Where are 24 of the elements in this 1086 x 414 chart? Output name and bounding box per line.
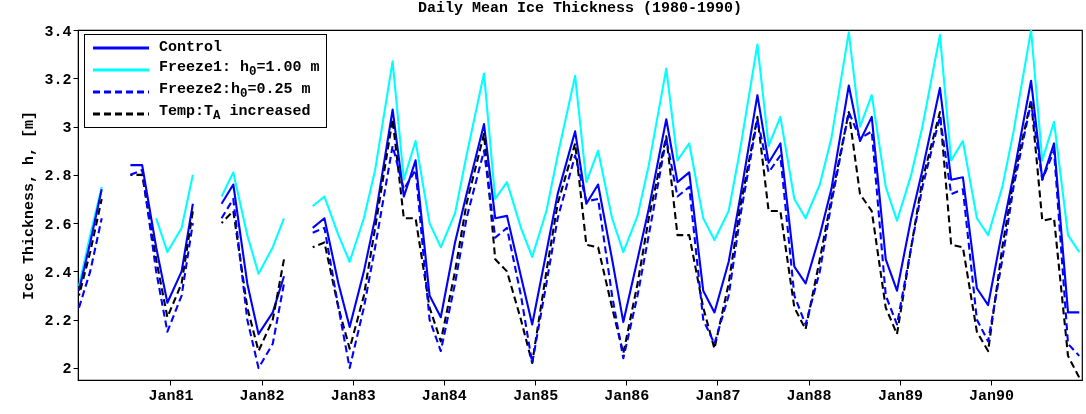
y-tick-label: 3.2 xyxy=(44,71,72,89)
x-tick-label: Jan87 xyxy=(695,387,741,405)
y-tick-label: 2.8 xyxy=(44,168,72,186)
x-tick-label: Jan86 xyxy=(604,387,650,405)
x-tick-label: Jan89 xyxy=(877,387,923,405)
y-tick-label: 3 xyxy=(62,120,72,138)
x-tick-label: Jan90 xyxy=(969,387,1015,405)
x-tick-label: Jan88 xyxy=(786,387,832,405)
legend-label: Temp:T$_{A}$ increased xyxy=(159,102,311,125)
legend-label: Freeze1: h$_{0}$=1.00 m xyxy=(159,58,320,81)
x-tick-label: Jan83 xyxy=(330,387,376,405)
y-tick-label: 2.6 xyxy=(44,216,72,234)
y-tick-label: 2 xyxy=(62,361,72,379)
legend-label: Freeze2:h$_{0}$=0.25 m xyxy=(159,80,311,103)
y-tick-label: 2.2 xyxy=(44,313,72,331)
x-tick-label: Jan82 xyxy=(239,387,285,405)
y-tick-label: 3.4 xyxy=(44,23,72,41)
chart-title: Daily Mean Ice Thickness (1980-1990) xyxy=(417,0,743,17)
legend-label: Control xyxy=(159,38,223,58)
y-tick-label: 2.4 xyxy=(44,264,72,282)
x-tick-label: Jan85 xyxy=(513,387,559,405)
y-axis-title: Ice Thickness, h, [m] xyxy=(21,110,39,301)
x-tick-label: Jan81 xyxy=(148,387,194,405)
x-tick-label: Jan84 xyxy=(421,387,467,405)
